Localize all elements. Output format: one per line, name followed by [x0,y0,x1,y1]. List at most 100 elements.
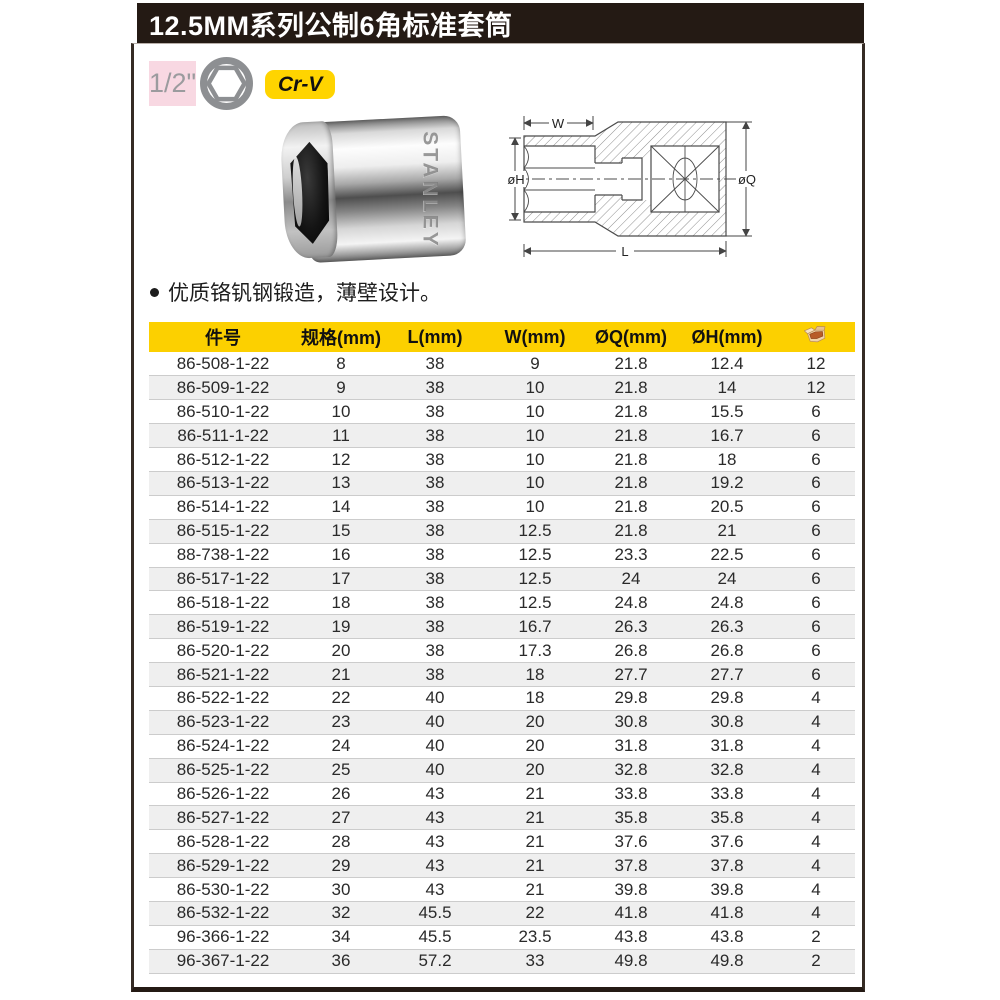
table-cell: 38 [385,375,485,401]
table-cell: 26.8 [710,640,744,660]
table-cell: 29.8 [710,688,744,708]
table-cell: 21.8 [614,353,648,373]
table-cell: 39.8 [614,879,648,899]
table-cell: 38 [425,449,445,469]
table-cell: 22 [331,688,351,708]
table-cell: 15 [297,518,385,544]
table-cell: 86-509-1-22 [149,375,297,401]
table-cell: 4 [811,783,821,803]
table-cell: 43 [425,831,445,851]
table-cell: 38 [425,353,445,373]
table-cell: 45.5 [418,927,452,947]
table-cell: 32.8 [585,757,677,783]
table-cell: 38 [425,592,445,612]
table-cell: 12.5 [518,545,552,565]
table-cell: 11 [297,423,385,449]
table-cell: 25 [297,757,385,783]
table-cell: 86-518-1-22 [176,592,270,612]
table-cell: 33 [485,948,585,974]
table-row: 86-511-1-22 11 38 10 21.8 16.7 6 [149,423,855,449]
table-cell: 6 [777,470,855,496]
table-cell: 86-528-1-22 [176,831,270,851]
table-cell: 22 [485,900,585,926]
table-cell: 40 [385,709,485,735]
table-row: 96-367-1-22 36 57.2 33 49.8 49.8 2 [149,948,855,974]
table-cell: 10 [485,470,585,496]
table-cell: 27 [297,805,385,831]
table-cell: 21.8 [614,401,648,421]
table-cell: 37.8 [677,853,777,879]
table-cell: 13 [297,470,385,496]
table-cell: 27.7 [677,662,777,687]
table-header-row: 件号 规格(mm) L(mm) W(mm) ØQ(mm) ØH(mm) [149,322,855,352]
table-cell: 86-517-1-22 [149,566,297,592]
table-cell: 21 [525,879,545,899]
table-cell: 24 [585,566,677,592]
table-cell: 12 [777,375,855,401]
table-cell: 4 [777,757,855,783]
table-cell: 38 [425,401,445,421]
header-part-number: 件号 [149,322,297,352]
table-cell: 18 [485,662,585,687]
table-cell: 4 [777,900,855,926]
table-cell: 2 [811,927,821,947]
table-cell: 27.7 [585,662,677,687]
material-badge: Cr-V [265,70,336,99]
table-row: 86-513-1-22 13 38 10 21.8 19.2 6 [149,470,855,496]
table-cell: 41.8 [677,900,777,926]
table-cell: 12.5 [518,592,552,612]
table-cell: 29.8 [614,688,648,708]
page-title: 12.5MM系列公制6角标准套筒 [137,3,864,43]
table-cell: 86-515-1-22 [149,518,297,544]
header-size: 规格(mm) [297,322,385,352]
table-cell: 31.8 [614,736,648,756]
table-cell: 38 [425,545,445,565]
table-row: 86-524-1-22 24 40 20 31.8 31.8 4 [149,734,855,758]
table-cell: 31.8 [710,736,744,756]
table-cell: 4 [811,879,821,899]
table-cell: 20 [485,709,585,735]
table-cell: 6 [811,401,821,421]
table-cell: 4 [811,736,821,756]
table-cell: 14 [331,497,351,517]
table-cell: 20 [331,640,351,660]
table-cell: 38 [385,614,485,640]
table-cell: 34 [331,927,351,947]
table-cell: 86-523-1-22 [149,709,297,735]
technical-drawing: W øH øQ L [506,110,778,262]
table-cell: 21 [297,662,385,687]
table-cell: 6 [811,497,821,517]
table-row: 86-530-1-22 30 43 21 39.8 39.8 4 [149,878,855,902]
table-row: 86-528-1-22 28 43 21 37.6 37.6 4 [149,830,855,854]
table-cell: 33.8 [614,783,648,803]
table-cell: 32 [297,900,385,926]
table-cell: 38 [385,518,485,544]
table-cell: 43 [425,783,445,803]
table-cell: 6 [777,614,855,640]
table-cell: 96-367-1-22 [149,948,297,974]
table-cell: 21.8 [585,423,677,449]
table-cell: 26 [331,783,351,803]
table-cell: 38 [385,566,485,592]
table-cell: 4 [777,853,855,879]
table-cell: 14 [677,375,777,401]
table-cell: 9 [297,375,385,401]
table-row: 86-532-1-22 32 45.5 22 41.8 41.8 4 [149,900,855,926]
table-cell: 24 [677,566,777,592]
table-row: 86-521-1-22 21 38 18 27.7 27.7 6 [149,662,855,687]
table-cell: 20 [485,757,585,783]
table-row: 86-510-1-22 10 38 10 21.8 15.5 6 [149,400,855,424]
table-row: 86-518-1-22 18 38 12.5 24.8 24.8 6 [149,591,855,615]
table-cell: 86-530-1-22 [176,879,270,899]
dim-label-oh: øH [507,172,524,187]
table-cell: 86-519-1-22 [149,614,297,640]
table-cell: 28 [331,831,351,851]
table-cell: 2 [777,948,855,974]
header-l: L(mm) [385,322,485,352]
table-cell: 18 [717,449,737,469]
table-cell: 4 [777,805,855,831]
table-cell: 10 [525,497,545,517]
table-row: 96-366-1-22 34 45.5 23.5 43.8 43.8 2 [149,925,855,949]
table-cell: 20 [525,736,545,756]
